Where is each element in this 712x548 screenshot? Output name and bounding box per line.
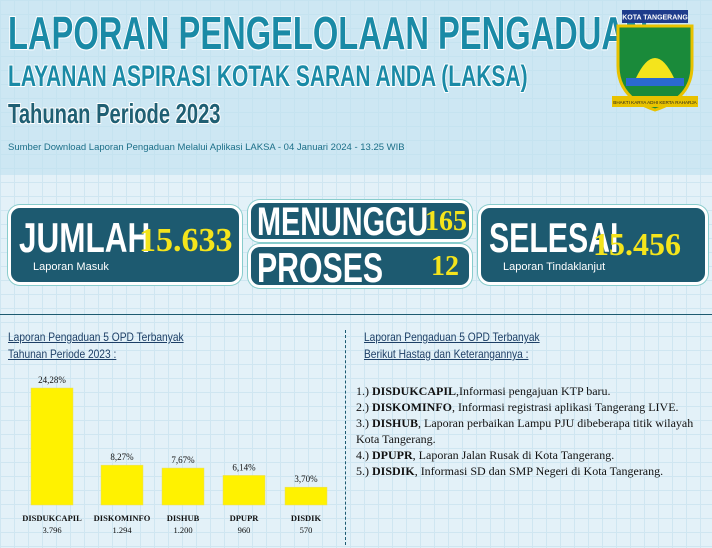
item-text: , Laporan perbaikan Lampu PJU dibeberapa… bbox=[356, 416, 694, 446]
bar bbox=[222, 475, 266, 506]
chart-title: Laporan Pengaduan 5 OPD Terbanyak bbox=[8, 330, 184, 344]
divider bbox=[0, 314, 712, 315]
done-caption: Laporan Tindaklanjut bbox=[503, 261, 606, 273]
total-box: JUMLAH Laporan Masuk 15.633 bbox=[8, 205, 242, 285]
category-label: DISDUKCAPIL bbox=[22, 513, 82, 523]
detail-item: 3.) DISHUB, Laporan perbaikan Lampu PJU … bbox=[356, 415, 706, 447]
period: Tahunan Periode 2023 bbox=[8, 98, 221, 129]
item-name: DISDIK bbox=[372, 464, 415, 478]
category-label: DISKOMINFO bbox=[94, 513, 151, 523]
done-value: 15.456 bbox=[593, 226, 681, 262]
subtitle: LAYANAN ASPIRASI KOTAK SARAN ANDA (LAKSA… bbox=[8, 60, 528, 93]
item-name: DISKOMINFO bbox=[372, 400, 453, 414]
category-total: 1.200 bbox=[173, 525, 192, 535]
process-value: 12 bbox=[431, 251, 459, 282]
value-label: 3,70% bbox=[294, 474, 318, 484]
vertical-divider bbox=[345, 330, 346, 545]
value-label: 6,14% bbox=[232, 462, 256, 472]
done-box: SELESAI Laporan Tindaklanjut 15.456 bbox=[478, 205, 708, 285]
category-total: 570 bbox=[300, 525, 313, 535]
header-band bbox=[0, 0, 712, 175]
bar bbox=[161, 467, 205, 506]
total-label: JUMLAH bbox=[19, 214, 151, 261]
item-number: 5.) bbox=[356, 464, 369, 478]
title: LAPORAN PENGELOLAAN PENGADUAN bbox=[8, 7, 649, 59]
category-label: DISHUB bbox=[167, 513, 200, 523]
item-name: DISHUB bbox=[372, 416, 419, 430]
process-box: PROSES 12 bbox=[248, 244, 472, 291]
category-total: 960 bbox=[238, 525, 251, 535]
chart: 24,28% DISDUKCAPIL 3.796 8,27% DISKOMINFO 1.2… bbox=[22, 375, 328, 535]
item-text: , Informasi registrasi aplikasi Tangeran… bbox=[452, 400, 679, 414]
logo-water bbox=[626, 78, 684, 86]
source: Sumber Download Laporan Pengaduan Melalu… bbox=[8, 142, 405, 153]
logo-gate bbox=[636, 58, 674, 78]
details-title: Laporan Pengaduan 5 OPD Terbanyak bbox=[364, 330, 540, 344]
process-label: PROSES bbox=[257, 244, 384, 291]
logo-ribbon bbox=[612, 96, 698, 107]
total-caption: Laporan Masuk bbox=[33, 261, 109, 273]
waiting-label: MENUNGGU bbox=[257, 200, 429, 244]
details-list: 1.) DISDUKCAPIL,Informasi pengajuan KTP … bbox=[356, 383, 706, 479]
value-label: 24,28% bbox=[38, 375, 66, 385]
category-label: DPUPR bbox=[230, 513, 260, 523]
item-text: ,Informasi pengajuan KTP baru. bbox=[456, 384, 611, 398]
item-number: 3.) bbox=[356, 416, 369, 430]
logo-title: KOTA TANGERANG bbox=[622, 15, 688, 22]
item-text: , Laporan Jalan Rusak di Kota Tangerang. bbox=[412, 448, 615, 462]
item-number: 2.) bbox=[356, 400, 369, 414]
detail-item: 2.) DISKOMINFO, Informasi registrasi apl… bbox=[356, 399, 706, 415]
item-text: , Informasi SD dan SMP Negeri di Kota Ta… bbox=[414, 464, 664, 478]
chart-subtitle: Tahunan Periode 2023 : bbox=[8, 347, 117, 361]
details-subtitle: Berikut Hastag dan Keterangannya : bbox=[364, 347, 529, 361]
item-name: DISDUKCAPIL bbox=[372, 384, 457, 398]
waiting-value: 165 bbox=[425, 206, 467, 237]
waiting-box: MENUNGGU 165 bbox=[248, 200, 472, 244]
category-total: 3.796 bbox=[42, 525, 61, 535]
category-label: DISDIK bbox=[291, 513, 322, 523]
detail-item: 4.) DPUPR, Laporan Jalan Rusak di Kota T… bbox=[356, 447, 706, 463]
item-name: DPUPR bbox=[372, 448, 413, 462]
category-total: 1.294 bbox=[112, 525, 132, 535]
detail-item: 5.) DISDIK, Informasi SD dan SMP Negeri … bbox=[356, 463, 706, 479]
bar bbox=[100, 464, 144, 506]
bar bbox=[30, 387, 74, 506]
item-number: 4.) bbox=[356, 448, 369, 462]
done-label: SELESAI bbox=[489, 214, 619, 261]
logo-banner bbox=[622, 10, 688, 23]
bar bbox=[284, 486, 328, 506]
total-value: 15.633 bbox=[139, 222, 233, 259]
value-label: 8,27% bbox=[110, 452, 134, 462]
logo: KOTA TANGERANG BHAKTI KARYA ADHI KERTA R… bbox=[612, 10, 698, 112]
item-number: 1.) bbox=[356, 384, 369, 398]
logo-motto: BHAKTI KARYA ADHI KERTA RAHARJA bbox=[613, 100, 697, 105]
detail-item: 1.) DISDUKCAPIL,Informasi pengajuan KTP … bbox=[356, 383, 706, 399]
value-label: 7,67% bbox=[171, 455, 195, 465]
